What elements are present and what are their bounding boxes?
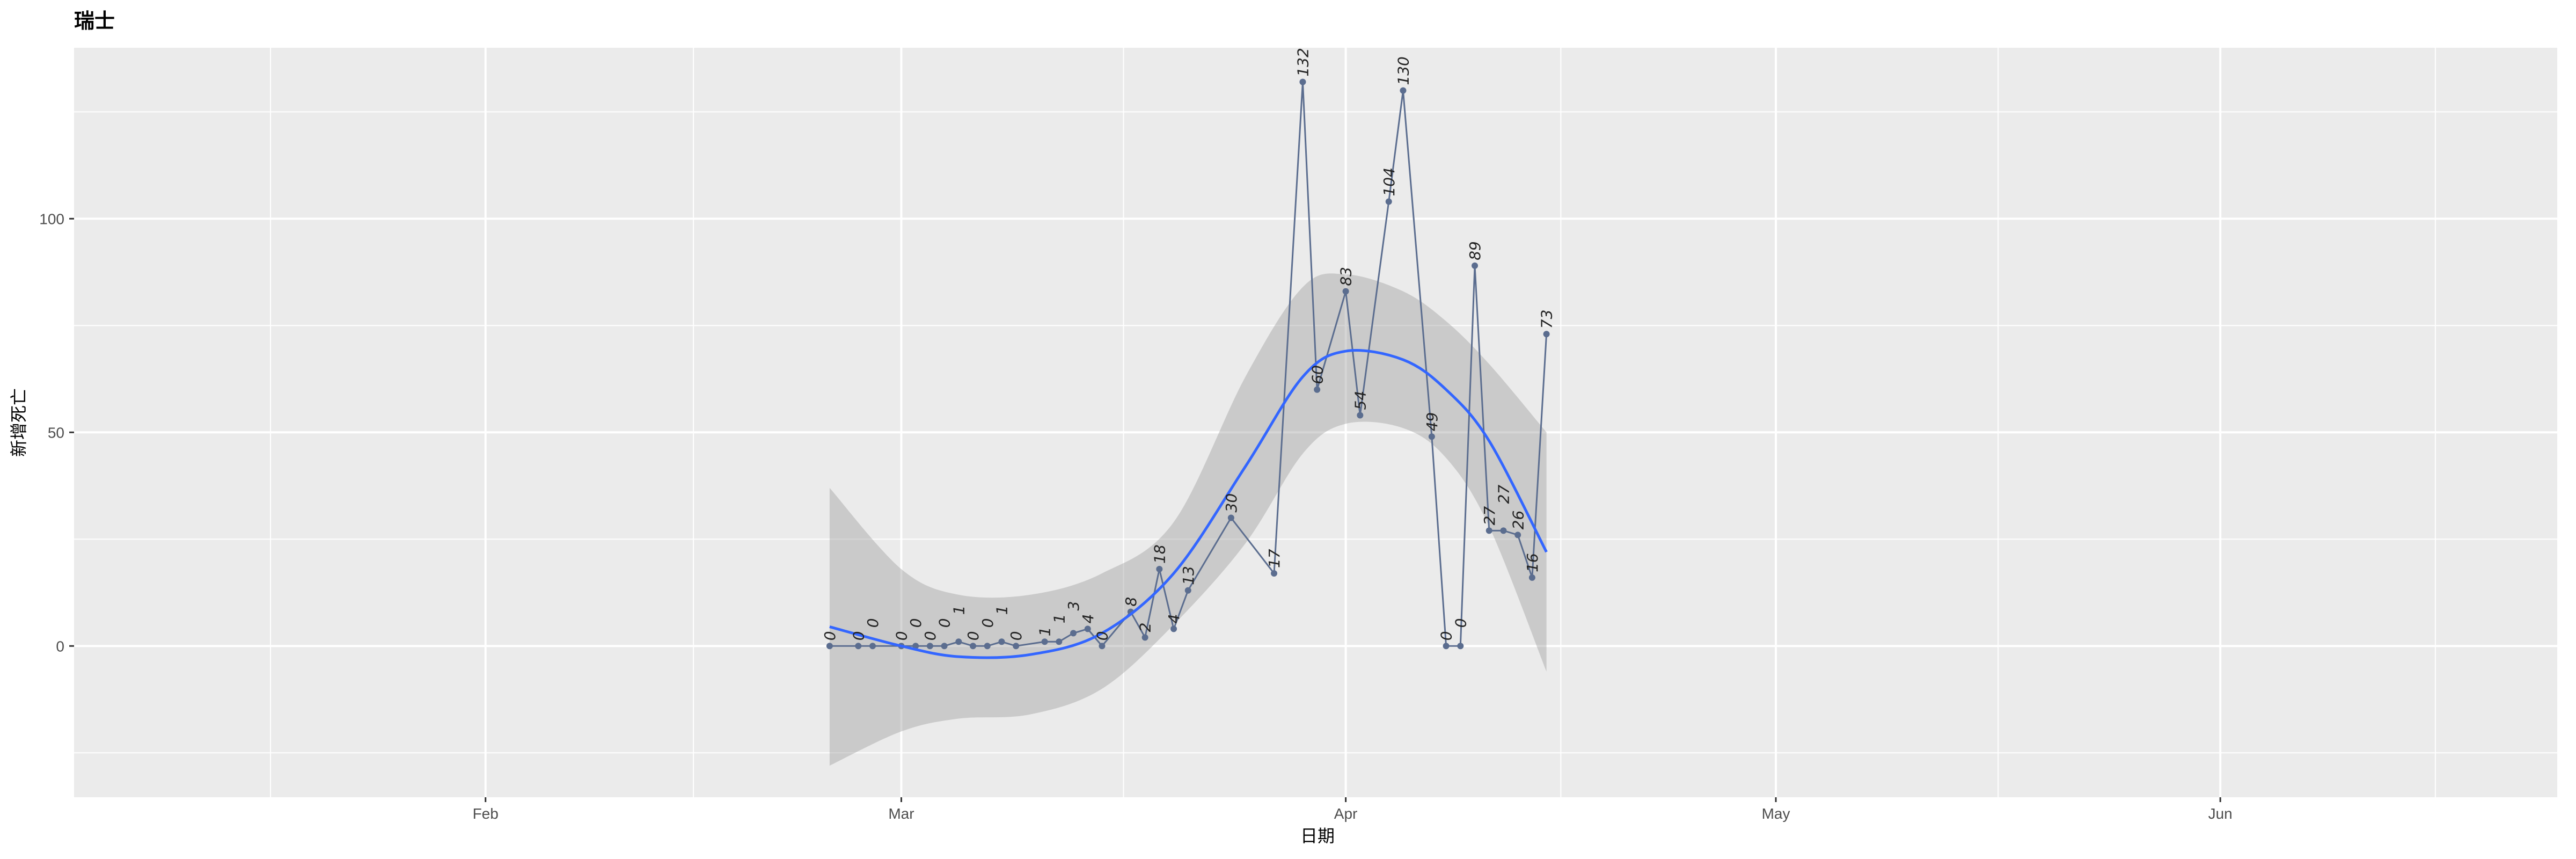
data-label: 1 <box>1036 627 1054 636</box>
data-label: 0 <box>1438 631 1455 640</box>
data-label: 26 <box>1509 511 1527 530</box>
data-point <box>1400 87 1407 94</box>
data-point <box>826 643 833 650</box>
x-tick-label: Feb <box>473 805 499 822</box>
data-point <box>984 643 991 650</box>
confidence-band <box>829 273 1547 766</box>
data-label: 104 <box>1380 168 1398 196</box>
y-tick-label: 100 <box>39 210 64 227</box>
data-label: 0 <box>907 618 925 628</box>
data-label: 132 <box>1294 48 1312 76</box>
x-axis-title: 日期 <box>1300 826 1335 846</box>
data-point <box>1013 643 1020 650</box>
gridlines <box>74 48 2557 797</box>
confidence-ribbon <box>829 273 1547 766</box>
data-point <box>941 643 948 650</box>
data-point <box>1385 198 1392 205</box>
x-tick-label: Jun <box>2208 805 2233 822</box>
data-label: 0 <box>1452 618 1469 628</box>
data-label: 0 <box>864 618 882 628</box>
data-point <box>955 638 962 645</box>
data-label: 27 <box>1495 485 1513 504</box>
data-label: 130 <box>1395 56 1413 85</box>
x-tick-label: May <box>1762 805 1790 822</box>
data-point <box>1084 625 1091 632</box>
data-label: 73 <box>1538 310 1556 329</box>
data-point <box>1543 331 1550 338</box>
data-label: 8 <box>1122 597 1140 607</box>
data-point <box>1070 630 1077 637</box>
data-point <box>855 643 862 650</box>
x-tick-label: Mar <box>888 805 914 822</box>
data-point <box>1041 638 1048 645</box>
data-label: 13 <box>1180 566 1197 585</box>
data-point <box>1528 574 1535 581</box>
data-point <box>1428 433 1435 440</box>
data-label: 0 <box>936 618 954 628</box>
data-label: 0 <box>979 618 997 628</box>
data-label: 30 <box>1223 493 1240 513</box>
data-point <box>970 643 977 650</box>
data-label: 18 <box>1151 544 1168 564</box>
data-label: 0 <box>893 631 911 640</box>
data-label: 1 <box>950 605 968 615</box>
data-point <box>1443 643 1450 650</box>
data-point <box>1227 514 1234 521</box>
data-point <box>1056 638 1063 645</box>
y-tick-label: 50 <box>48 424 64 441</box>
data-label: 0 <box>850 631 867 640</box>
data-label: 0 <box>1094 631 1111 640</box>
data-label: 4 <box>1165 614 1183 624</box>
x-tick-label: Apr <box>1334 805 1358 822</box>
data-label: 1 <box>993 605 1011 615</box>
data-point <box>1357 412 1364 419</box>
data-label: 4 <box>1079 614 1097 624</box>
data-point <box>1472 262 1479 269</box>
y-axis-title: 新增死亡 <box>9 388 29 457</box>
data-point <box>1099 643 1106 650</box>
data-label: 1 <box>1050 614 1068 623</box>
data-label: 0 <box>921 631 939 640</box>
data-label: 2 <box>1137 623 1154 632</box>
data-label: 3 <box>1065 601 1082 611</box>
data-point <box>912 643 919 650</box>
data-point <box>1271 570 1278 577</box>
data-point <box>1184 587 1191 594</box>
data-label: 89 <box>1466 241 1484 260</box>
data-point <box>926 643 933 650</box>
data-point <box>1485 527 1492 534</box>
data-point <box>1299 78 1306 85</box>
y-tick-label: 0 <box>56 638 64 654</box>
data-point <box>1314 386 1321 393</box>
data-label: 27 <box>1481 506 1498 526</box>
data-point <box>1500 527 1507 534</box>
data-label: 0 <box>964 631 982 640</box>
data-point <box>869 643 876 650</box>
smooth-line <box>829 349 1548 659</box>
data-point <box>1141 634 1148 641</box>
data-point <box>1156 565 1163 572</box>
data-label: 54 <box>1351 391 1369 410</box>
data-point <box>1514 532 1521 538</box>
data-label: 49 <box>1423 412 1441 432</box>
data-label: 16 <box>1524 553 1541 572</box>
plot-panel <box>74 48 2557 797</box>
data-point <box>1342 288 1349 295</box>
data-point <box>1170 625 1177 632</box>
data-point <box>1457 643 1464 650</box>
data-label: 83 <box>1337 267 1355 286</box>
data-point <box>998 638 1005 645</box>
smooth-curve <box>829 349 1548 659</box>
data-label: 0 <box>1007 631 1025 640</box>
chart-title: 瑞士 <box>74 9 115 33</box>
data-label: 60 <box>1308 365 1326 384</box>
data-label: 0 <box>821 631 839 640</box>
data-label: 17 <box>1265 549 1283 568</box>
data-series <box>826 78 1550 650</box>
